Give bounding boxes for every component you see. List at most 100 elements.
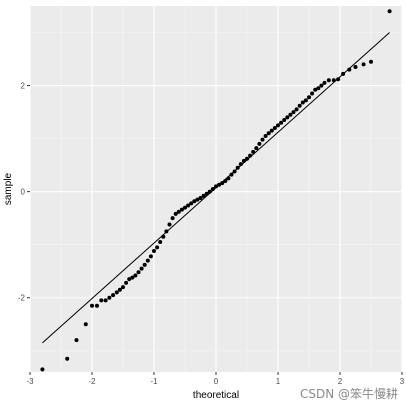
sample-point [291, 110, 296, 115]
sample-point [148, 254, 153, 259]
sample-point [103, 298, 108, 303]
sample-point [74, 338, 79, 343]
sample-point [229, 172, 234, 177]
sample-point [235, 165, 240, 170]
y-tick-label: 0 [21, 188, 26, 197]
sample-point [319, 83, 324, 88]
sample-point [266, 131, 271, 136]
sample-point [90, 303, 94, 308]
sample-point [282, 118, 287, 123]
sample-point [192, 199, 197, 204]
sample-point [288, 112, 293, 117]
sample-point [179, 207, 184, 212]
sample-point [361, 62, 366, 67]
sample-point [303, 98, 308, 103]
sample-point [170, 216, 175, 221]
sample-point [257, 141, 262, 146]
sample-point [214, 184, 218, 189]
x-tick-label: -1 [150, 377, 158, 386]
sample-point [189, 201, 194, 206]
sample-point [316, 86, 321, 91]
sample-point [336, 77, 341, 82]
sample-point [139, 266, 144, 271]
sample-point [117, 287, 122, 292]
x-tick-label: 0 [214, 377, 219, 386]
sample-point [198, 196, 203, 201]
sample-point [260, 137, 265, 142]
sample-point [201, 193, 206, 198]
sample-point [347, 67, 352, 72]
sample-points [40, 9, 392, 372]
sample-point [238, 162, 243, 167]
sample-point [186, 203, 191, 208]
sample-point [269, 128, 274, 133]
x-axis: -3 -2 -1 0 1 2 3 [26, 372, 405, 386]
y-tick-label: 2 [21, 82, 26, 91]
sample-point [353, 65, 358, 69]
sample-point [121, 285, 125, 290]
sample-point [297, 103, 302, 108]
sample-point [130, 275, 135, 280]
sample-point [310, 91, 315, 96]
sample-point [285, 115, 290, 120]
sample-point [251, 149, 256, 154]
sample-point [245, 156, 249, 161]
sample-point [107, 295, 112, 300]
sample-point [176, 209, 181, 214]
y-axis-label: sample [3, 172, 14, 205]
y-axis: -2 0 2 [18, 82, 30, 303]
sample-point [279, 120, 284, 125]
sample-point [161, 234, 166, 239]
x-tick-label: 1 [276, 377, 281, 386]
sample-point [294, 107, 299, 112]
sample-point [99, 298, 104, 303]
x-axis-label: theoretical [193, 390, 239, 401]
sample-point [127, 277, 132, 282]
sample-point [313, 87, 318, 92]
sample-point [322, 80, 327, 85]
x-tick-label: -3 [26, 377, 34, 386]
sample-point [248, 153, 253, 158]
sample-point [226, 176, 231, 181]
y-tick-label: -2 [18, 294, 26, 303]
sample-point [152, 249, 156, 254]
sample-point [232, 169, 237, 174]
sample-point [326, 78, 331, 83]
sample-point [158, 240, 163, 245]
sample-point [164, 229, 169, 234]
x-tick-label: 3 [400, 377, 405, 386]
sample-point [207, 189, 212, 194]
sample-point [142, 262, 147, 267]
sample-point [83, 322, 88, 327]
sample-point [173, 211, 178, 216]
sample-point [276, 123, 280, 128]
sample-point [183, 205, 187, 210]
sample-point [369, 59, 373, 64]
grid-lines [29, 6, 403, 372]
sample-point [145, 258, 150, 263]
sample-point [223, 179, 228, 184]
sample-point [155, 245, 160, 250]
sample-point [136, 270, 141, 275]
watermark: CSDN @笨牛慢耕 [299, 387, 398, 401]
sample-point [331, 78, 336, 83]
sample-point [254, 146, 259, 151]
sample-point [167, 222, 172, 227]
sample-point [65, 356, 70, 361]
sample-point [217, 182, 222, 187]
sample-point [387, 9, 392, 14]
x-tick-label: 2 [338, 377, 343, 386]
sample-point [94, 303, 99, 308]
sample-point [272, 126, 277, 130]
sample-point [341, 71, 346, 76]
sample-point [133, 273, 138, 278]
sample-point [307, 95, 311, 100]
x-tick-label: -2 [88, 377, 96, 386]
sample-point [204, 191, 209, 196]
sample-point [300, 100, 305, 105]
sample-point [195, 197, 200, 202]
sample-point [114, 290, 119, 295]
sample-point [210, 187, 215, 191]
sample-point [111, 293, 116, 298]
